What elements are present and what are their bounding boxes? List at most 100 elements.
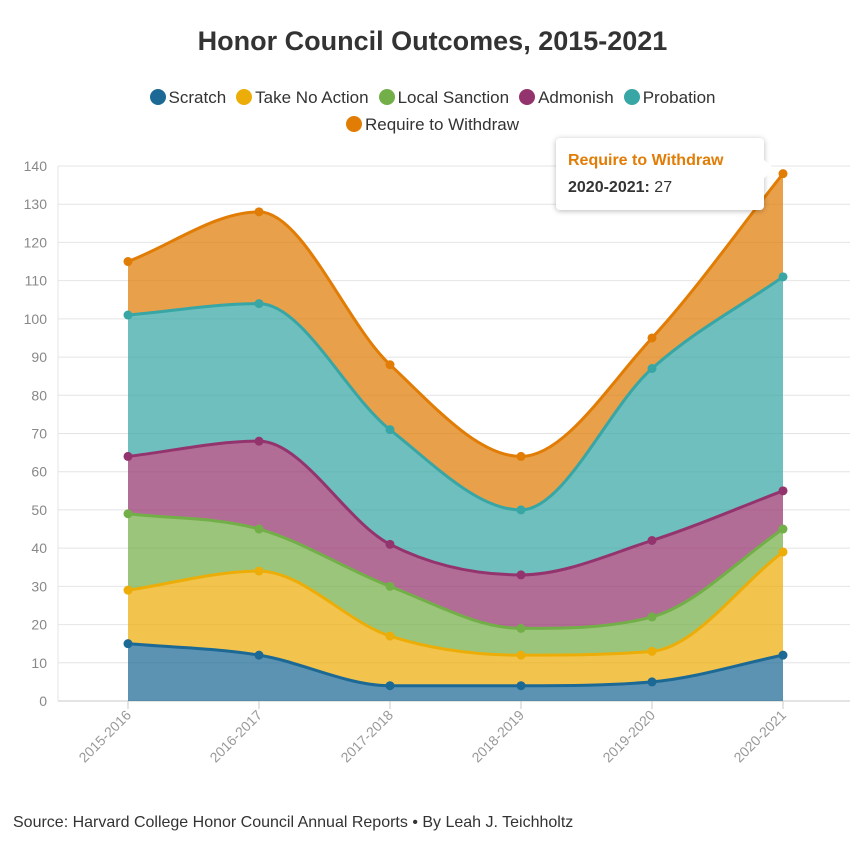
x-tick-label: 2015-2016 (75, 707, 134, 766)
y-tick-label: 70 (31, 426, 47, 442)
line-require-to-withdraw (127, 172, 785, 458)
series-lines (127, 172, 785, 688)
area-admonish[interactable] (128, 441, 783, 629)
line-take-no-action (127, 550, 784, 657)
tooltip-arrow (764, 160, 775, 178)
point-scratch[interactable] (778, 650, 788, 660)
point-local-sanction[interactable] (385, 581, 395, 591)
y-tick-label: 30 (31, 578, 47, 594)
y-tick-label: 100 (24, 311, 48, 327)
point-local-sanction[interactable] (647, 612, 657, 622)
point-take-no-action[interactable] (647, 646, 657, 656)
y-tick-label: 130 (24, 196, 48, 212)
legend-swatch (519, 89, 536, 105)
legend-label: Take No Action (255, 88, 369, 107)
point-scratch[interactable] (385, 681, 395, 691)
legend-item-probation[interactable]: Probation (623, 84, 716, 111)
x-tick-label: 2016-2017 (206, 707, 265, 766)
tooltip-value: 27 (654, 179, 673, 196)
data-points (123, 169, 788, 691)
point-take-no-action[interactable] (516, 650, 526, 660)
line-admonish (127, 439, 784, 577)
legend-swatch (149, 89, 166, 105)
point-local-sanction[interactable] (778, 524, 788, 534)
area-probation[interactable] (128, 276, 783, 575)
x-tick-label: 2020-2021 (730, 707, 789, 766)
area-local-sanction[interactable] (128, 513, 783, 656)
point-probation[interactable] (123, 310, 133, 320)
point-scratch[interactable] (254, 650, 264, 660)
y-axis-ticks: 0 10 20 30 40 50 60 70 80 90 100 110 120 130 140 (24, 158, 48, 709)
y-tick-label: 20 (31, 617, 47, 633)
point-probation[interactable] (385, 425, 395, 435)
legend: Scratch Take No Action Local Sanction Admon… (100, 84, 765, 138)
legend-item-take-no-action[interactable]: Take No Action (236, 84, 369, 111)
legend-swatch (378, 89, 395, 105)
area-scratch[interactable] (128, 643, 783, 701)
point-require-to-withdraw[interactable] (254, 207, 264, 217)
area-require-to-withdraw[interactable] (128, 173, 783, 510)
legend-label: Require to Withdraw (364, 115, 519, 134)
point-local-sanction[interactable] (254, 524, 264, 534)
legend-label: Admonish (538, 88, 614, 107)
x-tick-label: 2019-2020 (599, 707, 658, 766)
x-axis-ticks: 2015-2016 2016-2017 2017-2018 2018-2019 2019… (75, 701, 789, 765)
legend-item-admonish[interactable]: Admonish (519, 84, 614, 111)
point-admonish[interactable] (647, 536, 657, 545)
point-require-to-withdraw[interactable] (385, 360, 395, 370)
x-tick-label: 2017-2018 (337, 707, 396, 766)
point-take-no-action[interactable] (254, 566, 264, 576)
series-areas (128, 173, 783, 701)
point-admonish[interactable] (385, 539, 395, 549)
legend-swatch (623, 89, 640, 105)
point-take-no-action[interactable] (778, 547, 788, 557)
area-take-no-action[interactable] (128, 551, 783, 686)
point-local-sanction[interactable] (516, 623, 526, 633)
y-tick-label: 0 (39, 693, 47, 709)
point-admonish[interactable] (778, 486, 788, 496)
point-admonish[interactable] (123, 451, 133, 461)
legend-swatch (236, 89, 253, 105)
point-local-sanction[interactable] (123, 509, 133, 519)
line-local-sanction (127, 512, 784, 630)
legend-label: Probation (642, 88, 716, 107)
legend-item-local-sanction[interactable]: Local Sanction (378, 84, 510, 111)
legend-label: Scratch (168, 88, 227, 107)
tooltip-series-name: Require to Withdraw (568, 152, 724, 169)
point-require-to-withdraw[interactable] (647, 333, 657, 343)
chart-title: Honor Council Outcomes, 2015-2021 (197, 26, 668, 56)
point-require-to-withdraw[interactable] (778, 169, 788, 179)
point-scratch[interactable] (516, 681, 526, 691)
y-tick-label: 50 (31, 502, 47, 518)
point-probation[interactable] (778, 272, 788, 282)
point-require-to-withdraw[interactable] (123, 257, 133, 267)
point-probation[interactable] (647, 364, 657, 374)
line-scratch (127, 642, 784, 688)
y-tick-label: 40 (31, 540, 47, 556)
legend-swatch (345, 116, 362, 132)
point-scratch[interactable] (647, 677, 657, 687)
y-tick-label: 110 (25, 273, 48, 289)
source-credit: Source: Harvard College Honor Council An… (13, 814, 574, 831)
tooltip-value-row: 2020-2021: 27 (568, 179, 672, 197)
point-admonish[interactable] (516, 570, 526, 580)
point-take-no-action[interactable] (123, 585, 133, 595)
tooltip: Require to Withdraw 2020-2021: 27 (556, 138, 764, 210)
legend-item-scratch[interactable]: Scratch (149, 84, 227, 111)
tooltip-category: 2020-2021: (568, 179, 650, 196)
point-scratch[interactable] (123, 639, 133, 649)
point-probation[interactable] (516, 505, 526, 515)
point-admonish[interactable] (254, 436, 264, 446)
point-probation[interactable] (254, 299, 264, 309)
x-tick-label: 2018-2019 (468, 707, 527, 766)
y-tick-label: 120 (24, 234, 48, 250)
y-tick-label: 60 (31, 464, 47, 480)
point-require-to-withdraw[interactable] (516, 451, 526, 461)
y-tick-label: 10 (31, 655, 47, 671)
legend-item-require-to-withdraw[interactable]: Require to Withdraw (345, 111, 519, 138)
y-tick-label: 80 (31, 387, 47, 403)
legend-label: Local Sanction (397, 88, 510, 107)
point-take-no-action[interactable] (385, 631, 395, 641)
y-tick-label: 90 (31, 349, 47, 365)
